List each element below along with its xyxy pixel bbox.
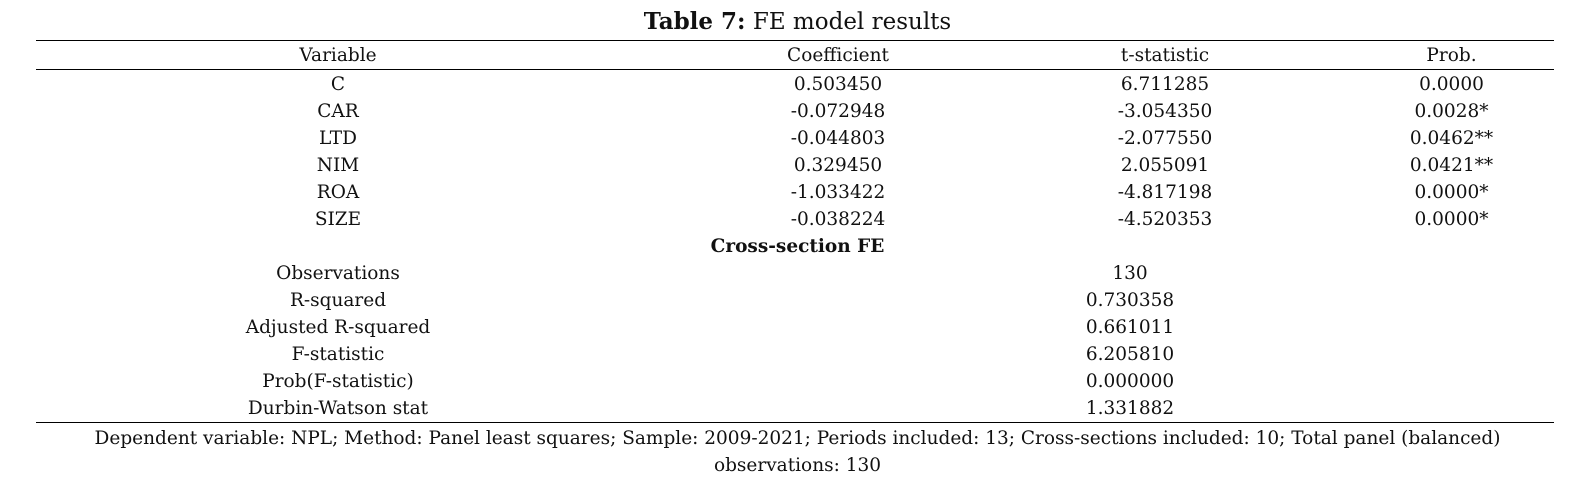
t-statistic-cell: -2.077550 — [1117, 128, 1213, 149]
t-statistic-cell: -3.054350 — [1117, 101, 1213, 122]
stat-value: 1.331882 — [1085, 398, 1175, 419]
stat-value: 0.661011 — [1085, 317, 1175, 338]
coefficient-cell: -1.033422 — [790, 182, 886, 203]
stat-row: Prob(F-statistic) 0.000000 — [36, 368, 1554, 395]
prob-cell: 0.0421** — [1409, 155, 1494, 176]
table-note: Dependent variable: NPL; Method: Panel l… — [0, 425, 1573, 479]
table-row: SIZE -0.038224 -4.520353 0.0000* — [36, 206, 1554, 233]
stat-row: F-statistic 6.205810 — [36, 341, 1554, 368]
stat-value: 6.205810 — [1085, 344, 1175, 365]
stat-row: Observations 130 — [36, 260, 1554, 287]
header-variable: Variable — [299, 45, 377, 66]
header-rule — [36, 69, 1554, 70]
prob-cell: 0.0000* — [1414, 209, 1489, 230]
header-row: Variable Coefficient t-statistic Prob. — [36, 42, 1554, 69]
prob-cell: 0.0000* — [1414, 182, 1489, 203]
stat-value: 0.730358 — [1085, 290, 1175, 311]
header-t-statistic: t-statistic — [1120, 45, 1210, 66]
stat-row: Adjusted R-squared 0.661011 — [36, 314, 1554, 341]
table-caption: Table 7: FE model results — [0, 6, 1573, 38]
prob-cell: 0.0462** — [1409, 128, 1494, 149]
section-title: Cross-section FE — [710, 236, 885, 257]
table-row: ROA -1.033422 -4.817198 0.0000* — [36, 179, 1554, 206]
stat-label: Adjusted R-squared — [245, 317, 431, 338]
t-statistic-cell: -4.520353 — [1117, 209, 1213, 230]
header-prob: Prob. — [1426, 45, 1477, 66]
top-rule — [36, 40, 1554, 41]
table-note-line-1: Dependent variable: NPL; Method: Panel l… — [94, 428, 1501, 449]
coefficient-cell: -0.044803 — [790, 128, 886, 149]
bottom-rule — [36, 422, 1554, 423]
stat-value: 130 — [1112, 263, 1148, 284]
variable-cell: ROA — [316, 182, 360, 203]
prob-cell: 0.0028* — [1414, 101, 1489, 122]
t-statistic-cell: 2.055091 — [1120, 155, 1210, 176]
table-note-line-2: observations: 130 — [713, 455, 882, 476]
coefficient-cell: 0.503450 — [793, 74, 883, 95]
stat-label: Observations — [276, 263, 400, 284]
stat-label: Durbin-Watson stat — [247, 398, 429, 419]
stat-label: R-squared — [289, 290, 387, 311]
coefficient-cell: -0.072948 — [790, 101, 886, 122]
table-row: CAR -0.072948 -3.054350 0.0028* — [36, 98, 1554, 125]
coefficient-cell: -0.038224 — [790, 209, 886, 230]
table-row: LTD -0.044803 -2.077550 0.0462** — [36, 125, 1554, 152]
stat-label: Prob(F-statistic) — [262, 371, 414, 392]
t-statistic-cell: -4.817198 — [1117, 182, 1213, 203]
variable-cell: C — [330, 74, 346, 95]
coefficient-cell: 0.329450 — [793, 155, 883, 176]
table-number: Table 7: — [643, 8, 746, 35]
variable-cell: LTD — [319, 128, 357, 149]
header-coefficient: Coefficient — [787, 45, 889, 66]
variable-cell: SIZE — [314, 209, 362, 230]
table-row: C 0.503450 6.711285 0.0000 — [36, 71, 1554, 98]
stat-label: F-statistic — [291, 344, 385, 365]
table-title: FE model results — [752, 9, 952, 35]
variable-cell: CAR — [317, 101, 359, 122]
prob-cell: 0.0000 — [1419, 74, 1484, 95]
stat-row: R-squared 0.730358 — [36, 287, 1554, 314]
variable-cell: NIM — [316, 155, 360, 176]
table-row: NIM 0.329450 2.055091 0.0421** — [36, 152, 1554, 179]
t-statistic-cell: 6.711285 — [1120, 74, 1210, 95]
stat-row: Durbin-Watson stat 1.331882 — [36, 395, 1554, 422]
stat-value: 0.000000 — [1085, 371, 1175, 392]
